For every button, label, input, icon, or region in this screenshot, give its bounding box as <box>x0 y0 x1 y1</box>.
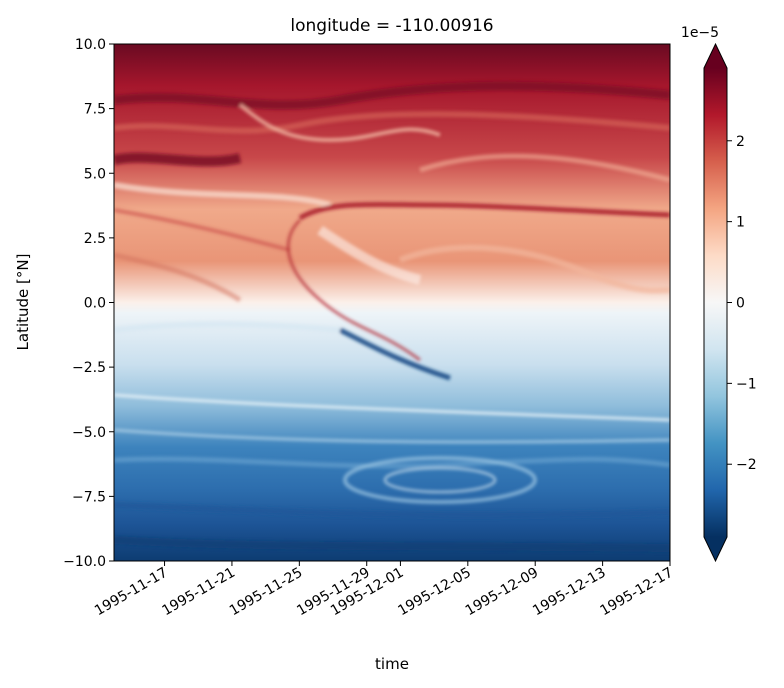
y-tick-label: 0.0 <box>84 296 106 312</box>
y-tick-label: 10.0 <box>75 37 106 53</box>
colorbar-body <box>704 68 727 537</box>
heatmap-texture <box>114 81 670 552</box>
x-tick-label: 1995-12-17 <box>598 565 676 620</box>
y-tick-label: 2.5 <box>84 231 106 247</box>
x-axis: 1995-11-171995-11-211995-11-251995-11-29… <box>92 561 676 619</box>
x-tick-label: 1995-11-25 <box>227 565 305 620</box>
colorbar-outline <box>703 42 728 563</box>
colorbar-extend-top <box>704 44 727 68</box>
y-tick-label: −5.0 <box>72 425 106 441</box>
colorbar-multiplier: 1e−5 <box>681 25 719 41</box>
y-tick-label: 7.5 <box>84 102 106 118</box>
x-tick-label: 1995-12-05 <box>395 565 473 620</box>
colorbar-extend-bottom <box>704 537 727 561</box>
colorbar-tick-label: 1 <box>736 215 745 231</box>
x-tick-label: 1995-12-09 <box>463 565 541 620</box>
colorbar-tick-label: 2 <box>736 134 745 150</box>
y-tick-label: 5.0 <box>84 166 106 182</box>
heatmap-field <box>114 44 670 561</box>
y-tick-label: −7.5 <box>72 489 106 505</box>
colorbar-ticks: −2 −1 0 1 2 <box>727 134 757 473</box>
y-axis: −10.0 −7.5 −5.0 −2.5 0.0 2.5 5.0 7.5 10.0 <box>63 37 114 570</box>
x-tick-label: 1995-12-13 <box>530 565 608 620</box>
colorbar: −2 −1 0 1 2 1e−5 <box>681 25 757 563</box>
y-tick-label: −2.5 <box>72 360 106 376</box>
chart-title: longitude = -110.00916 <box>290 16 493 36</box>
y-axis-label: Latitude [°N] <box>14 254 32 351</box>
colorbar-tick-label: −2 <box>736 457 757 473</box>
x-axis-label: time <box>375 655 409 673</box>
colorbar-tick-label: −1 <box>736 376 757 392</box>
x-tick-label: 1995-11-21 <box>159 565 237 620</box>
x-tick-label: 1995-11-17 <box>92 565 170 620</box>
colorbar-tick-label: 0 <box>736 296 745 312</box>
y-tick-label: −10.0 <box>63 554 106 570</box>
